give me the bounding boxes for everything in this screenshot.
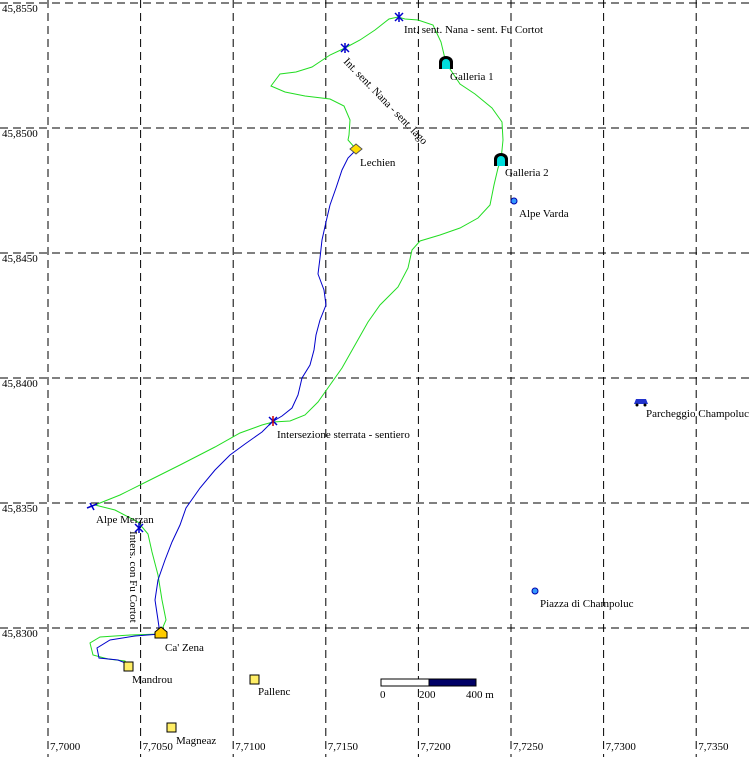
lat-label: 45,8500 — [2, 128, 38, 140]
waypoint-label: Int. sent. Nana - sent. lago — [341, 56, 430, 148]
lon-label: 7,7150 — [328, 741, 359, 753]
waypoint-label: Lechien — [360, 157, 396, 169]
lon-label: 7,7100 — [235, 741, 266, 753]
lon-label: 7,7250 — [513, 741, 544, 753]
waypoint-label: Intersezione sterrata - sentiero — [277, 429, 410, 441]
waypoint-label: Mandrou — [132, 674, 173, 686]
waypoint-icons — [86, 12, 648, 733]
scale-label: 0 — [380, 689, 386, 701]
waypoint-label: Galleria 1 — [450, 71, 494, 83]
waypoint-label: Parcheggio Champoluc — [646, 408, 749, 420]
waypoint-label: Int. sent. Nana - sent. Fu Cortot — [404, 24, 543, 36]
lon-label: 7,7000 — [50, 741, 81, 753]
green-track — [94, 16, 504, 506]
waypoint-label: Galleria 2 — [505, 167, 549, 179]
lon-label: 7,7050 — [143, 741, 174, 753]
waypoint-label: Alpe Varda — [519, 208, 569, 220]
lat-label: 45,8400 — [2, 378, 38, 390]
lat-label: 45,8450 — [2, 253, 38, 265]
waypoint-label: Pallenc — [258, 686, 290, 698]
scale-bar: 0 200 400 m — [380, 678, 494, 701]
waypoint-label: Ca' Zena — [165, 642, 204, 654]
lat-label: 45,8350 — [2, 503, 38, 515]
waypoint-label: Magneaz — [176, 735, 216, 747]
waypoint-label: Piazza di Champoluc — [540, 598, 634, 610]
lat-label: 45,8300 — [2, 628, 38, 640]
green-track — [89, 504, 167, 667]
waypoint-label: Inters. con Fu Cortot — [127, 531, 139, 623]
lat-label: 45,8550 — [2, 3, 38, 15]
lon-label: 7,7350 — [698, 741, 729, 753]
lon-label: 7,7300 — [606, 741, 637, 753]
scale-label: 400 m — [466, 689, 494, 701]
scale-label: 200 — [419, 689, 436, 701]
lon-label: 7,7200 — [420, 741, 451, 753]
waypoint-label: Alpe Merzan — [96, 514, 154, 526]
